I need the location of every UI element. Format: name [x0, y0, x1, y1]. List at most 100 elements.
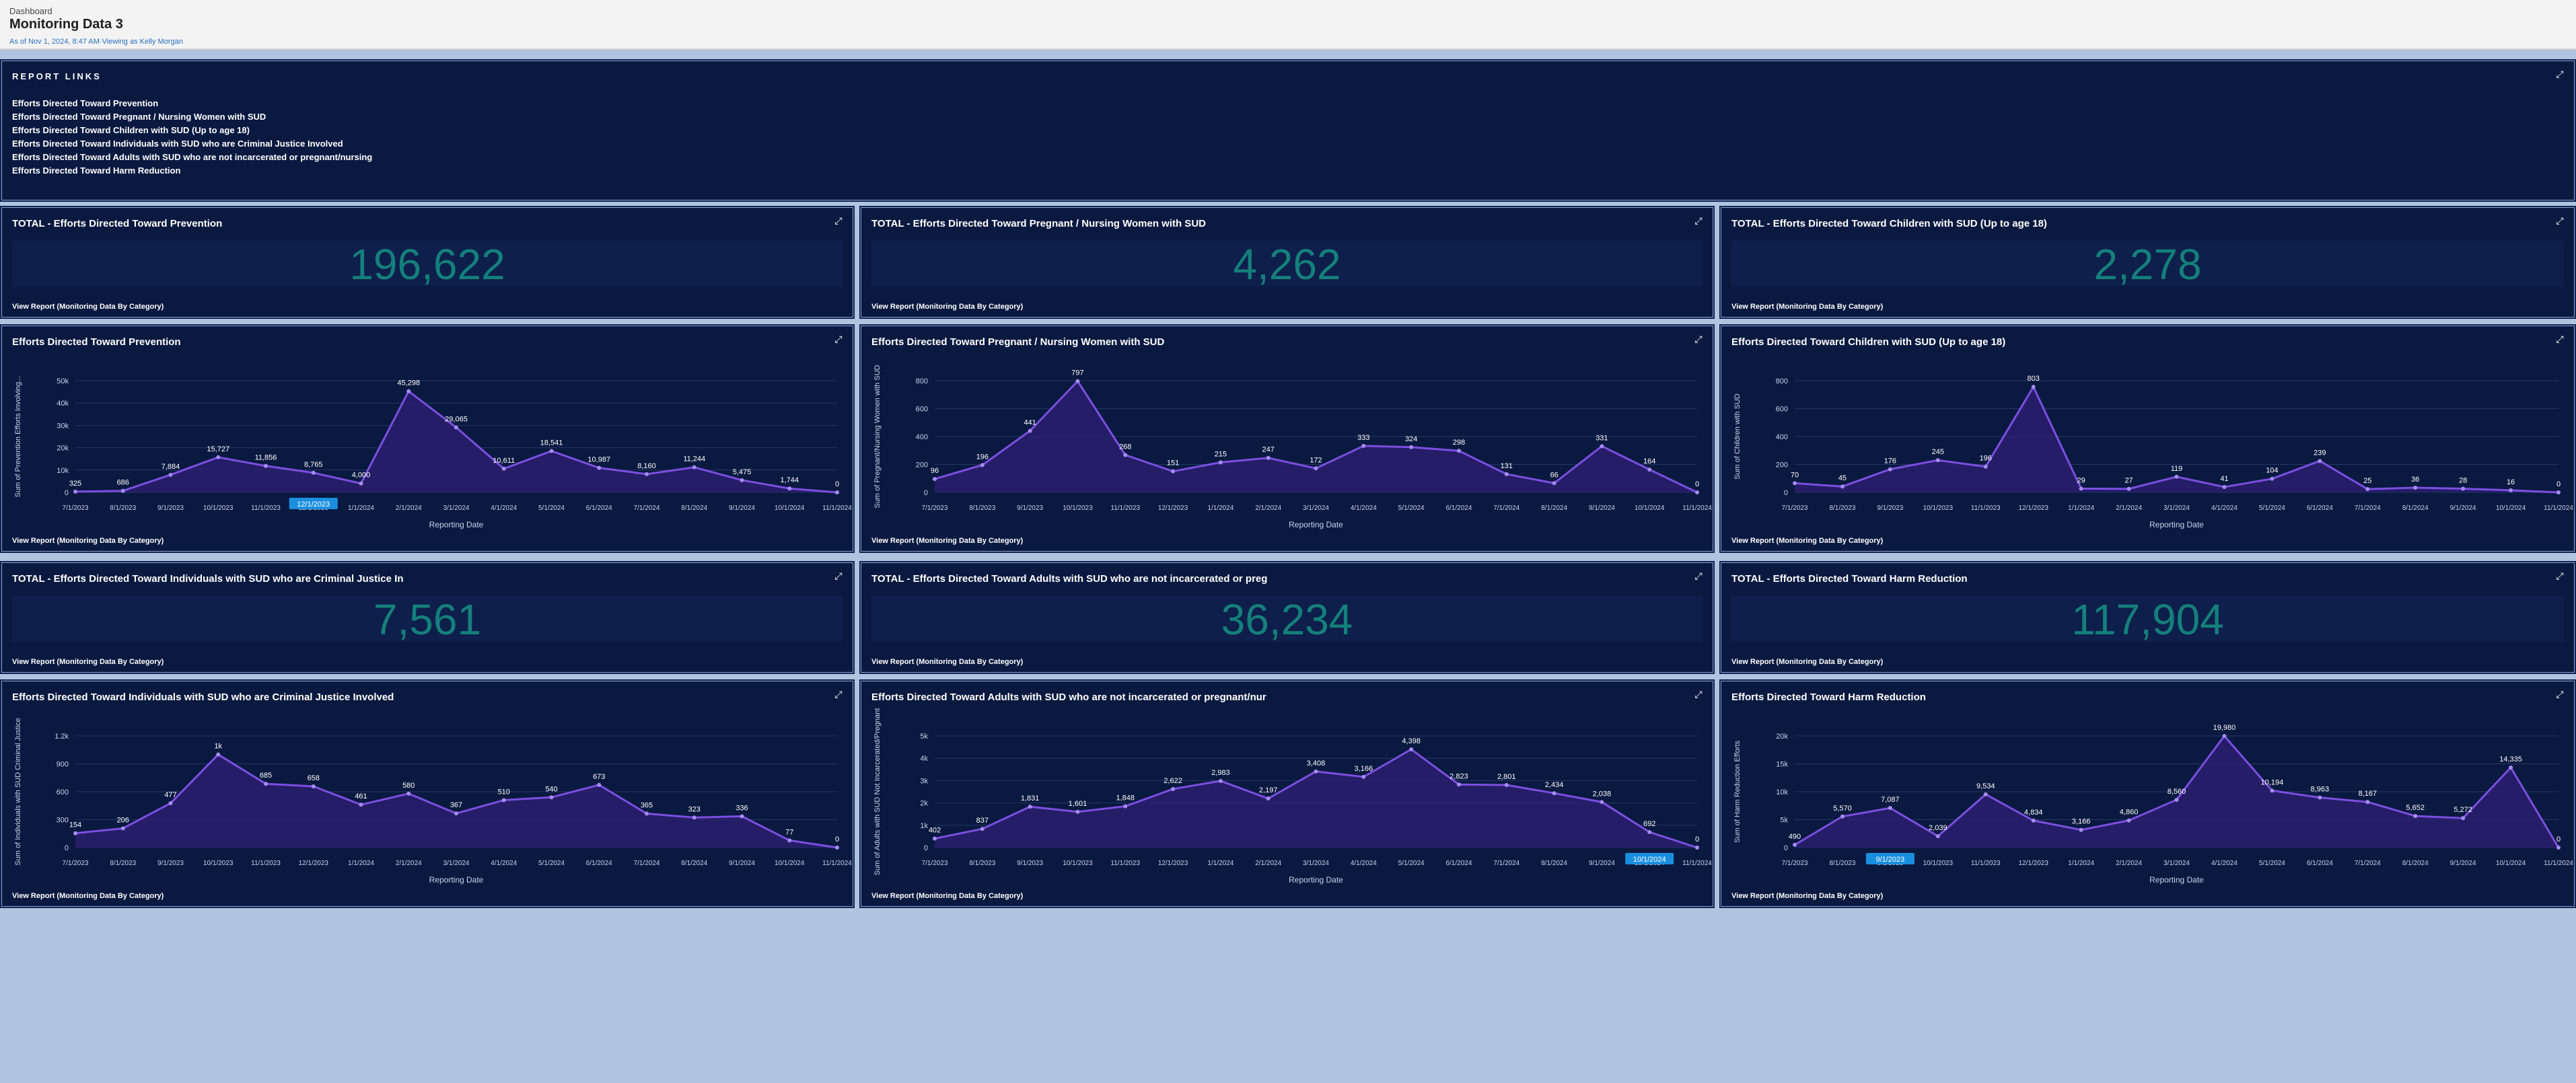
metric-panel-adults: TOTAL - Efforts Directed Toward Adults w… — [859, 561, 1715, 674]
data-label: 797 — [1071, 369, 1083, 377]
chart-title: Efforts Directed Toward Children with SU… — [1731, 336, 2006, 348]
report-link-criminal-justice[interactable]: Efforts Directed Toward Individuals with… — [12, 139, 343, 149]
view-report-link[interactable]: View Report (Monitoring Data By Category… — [871, 537, 1024, 545]
data-point — [1123, 804, 1128, 809]
data-point — [311, 470, 316, 475]
expand-icon[interactable]: ⤢ — [2556, 570, 2564, 581]
x-tick-label: 7/1/2024 — [1493, 860, 1519, 867]
report-link-prevention[interactable]: Efforts Directed Toward Prevention — [12, 98, 159, 108]
data-point — [2556, 846, 2561, 850]
data-point — [787, 486, 792, 491]
x-tick-label: 10/1/2023 — [1063, 505, 1093, 512]
chart-svg[interactable]: 0 200 400 600 800 96 7/1/2023 196 8/1/2023 441 9/1… — [861, 326, 1716, 554]
data-point — [1456, 782, 1461, 787]
y-axis-title: Sum of Children with SUD — [1733, 394, 1742, 480]
metric-title: TOTAL - Efforts Directed Toward Preventi… — [12, 218, 223, 229]
report-link-adults[interactable]: Efforts Directed Toward Adults with SUD … — [12, 152, 373, 162]
data-label: 333 — [1357, 434, 1369, 442]
x-tick-label: 2/1/2024 — [1255, 860, 1281, 867]
x-tick-label: 10/1/2023 — [1923, 505, 1954, 512]
chart-svg[interactable]: 0 10k 20k 30k 40k 50k 325 7/1/2023 686 8/1/2023 7,… — [1, 326, 856, 554]
data-label: 2,801 — [1497, 773, 1516, 781]
breadcrumb[interactable]: Dashboard — [9, 6, 52, 16]
expand-icon[interactable]: ⤢ — [834, 689, 843, 700]
expand-icon[interactable]: ⤢ — [2556, 69, 2564, 79]
chart-svg[interactable]: 0 200 400 600 800 70 7/1/2023 45 8/1/2023 176 9/1/… — [1721, 326, 2576, 554]
view-report-link[interactable]: View Report (Monitoring Data By Category… — [12, 537, 164, 545]
data-label: 441 — [1024, 418, 1036, 426]
data-point — [2413, 814, 2418, 819]
x-tick-label: 10/1/2024 — [775, 860, 805, 867]
expand-icon[interactable]: ⤢ — [1694, 334, 1703, 344]
data-label: 11,856 — [255, 454, 277, 462]
x-axis-title: Reporting Date — [2149, 520, 2204, 529]
data-point — [1171, 469, 1176, 474]
chart-svg[interactable]: 0 5k 10k 15k 20k 490 7/1/2023 5,570 8/1/2023 7,08… — [1721, 681, 2576, 909]
expand-icon[interactable]: ⤢ — [2556, 689, 2564, 700]
data-label: 402 — [929, 827, 941, 835]
report-link-children[interactable]: Efforts Directed Toward Children with SU… — [12, 125, 250, 135]
data-point — [73, 831, 77, 835]
data-point — [2031, 818, 2036, 823]
series-area — [75, 754, 837, 848]
data-point — [549, 795, 554, 800]
view-report-link[interactable]: View Report (Monitoring Data By Category… — [871, 892, 1024, 900]
view-report-link[interactable]: View Report (Monitoring Data By Category… — [12, 892, 164, 900]
x-tick-label: 8/1/2023 — [110, 505, 136, 512]
data-label: 4,000 — [352, 472, 371, 480]
x-tick-label: 2/1/2024 — [396, 505, 422, 512]
data-point — [1935, 458, 1940, 463]
x-tick-label: 7/1/2023 — [63, 860, 89, 867]
data-label: 837 — [976, 817, 989, 825]
expand-icon[interactable]: ⤢ — [834, 570, 843, 581]
expand-icon[interactable]: ⤢ — [834, 334, 843, 344]
view-report-link[interactable]: View Report (Monitoring Data By Category… — [1731, 303, 1884, 311]
x-tick-label: 5/1/2024 — [2259, 505, 2285, 512]
y-tick-label: 0 — [924, 489, 928, 497]
view-report-link[interactable]: View Report (Monitoring Data By Category… — [12, 303, 164, 311]
x-tick-label: 7/1/2023 — [922, 860, 948, 867]
data-label: 686 — [117, 479, 129, 487]
data-label: 1,601 — [1069, 800, 1087, 808]
data-label: 29,065 — [445, 416, 468, 424]
view-report-link[interactable]: View Report (Monitoring Data By Category… — [1731, 658, 1884, 666]
y-tick-label: 600 — [1776, 406, 1788, 414]
metric-title: TOTAL - Efforts Directed Toward Pregnant… — [871, 218, 1206, 229]
expand-icon[interactable]: ⤢ — [834, 215, 843, 226]
data-point — [2126, 486, 2131, 491]
view-report-link[interactable]: View Report (Monitoring Data By Category… — [12, 658, 164, 666]
report-link-harm-reduction[interactable]: Efforts Directed Toward Harm Reduction — [12, 165, 181, 176]
y-tick-label: 200 — [916, 461, 928, 470]
expand-icon[interactable]: ⤢ — [1694, 689, 1703, 700]
view-report-link[interactable]: View Report (Monitoring Data By Category… — [1731, 892, 1884, 900]
expand-icon[interactable]: ⤢ — [2556, 334, 2564, 344]
data-point — [1409, 445, 1414, 449]
x-tick-label: 10/1/2024 — [2496, 860, 2526, 867]
expand-icon[interactable]: ⤢ — [2556, 215, 2564, 226]
data-label: 1,848 — [1116, 794, 1135, 802]
data-point — [1600, 444, 1604, 449]
data-label: 104 — [2266, 467, 2278, 475]
view-report-link[interactable]: View Report (Monitoring Data By Category… — [1731, 537, 1884, 545]
view-report-link[interactable]: View Report (Monitoring Data By Category… — [871, 303, 1024, 311]
expand-icon[interactable]: ⤢ — [1694, 215, 1703, 226]
report-link-pregnant[interactable]: Efforts Directed Toward Pregnant / Nursi… — [12, 112, 266, 122]
data-label: 1,744 — [780, 476, 799, 484]
chart-svg[interactable]: 0 300 600 900 1.2k 154 7/1/2023 206 8/1/2023 477 9… — [1, 681, 856, 909]
x-tick-label: 3/1/2024 — [443, 505, 470, 512]
x-tick-label: 7/1/2023 — [63, 505, 89, 512]
chart-svg[interactable]: 0 1k 2k 3k 4k 5k 402 7/1/2023 837 8/1/2023 1,831 9/… — [861, 681, 1716, 909]
y-tick-label: 0 — [65, 844, 69, 852]
expand-icon[interactable]: ⤢ — [1694, 570, 1703, 581]
data-point — [2270, 476, 2275, 481]
data-point — [1218, 778, 1223, 783]
page-title: Monitoring Data 3 — [9, 17, 123, 32]
data-point — [1840, 814, 1845, 819]
x-tick-label: 11/1/2023 — [251, 860, 281, 867]
x-tick-label: 5/1/2024 — [1398, 860, 1425, 867]
x-tick-label: 9/1/2023 — [157, 860, 184, 867]
x-tick-label: 10/1/2023 — [1923, 860, 1954, 867]
view-report-link[interactable]: View Report (Monitoring Data By Category… — [871, 658, 1024, 666]
data-label: 7,087 — [1881, 796, 1900, 804]
x-tick-label: 11/1/2023 — [251, 505, 281, 512]
